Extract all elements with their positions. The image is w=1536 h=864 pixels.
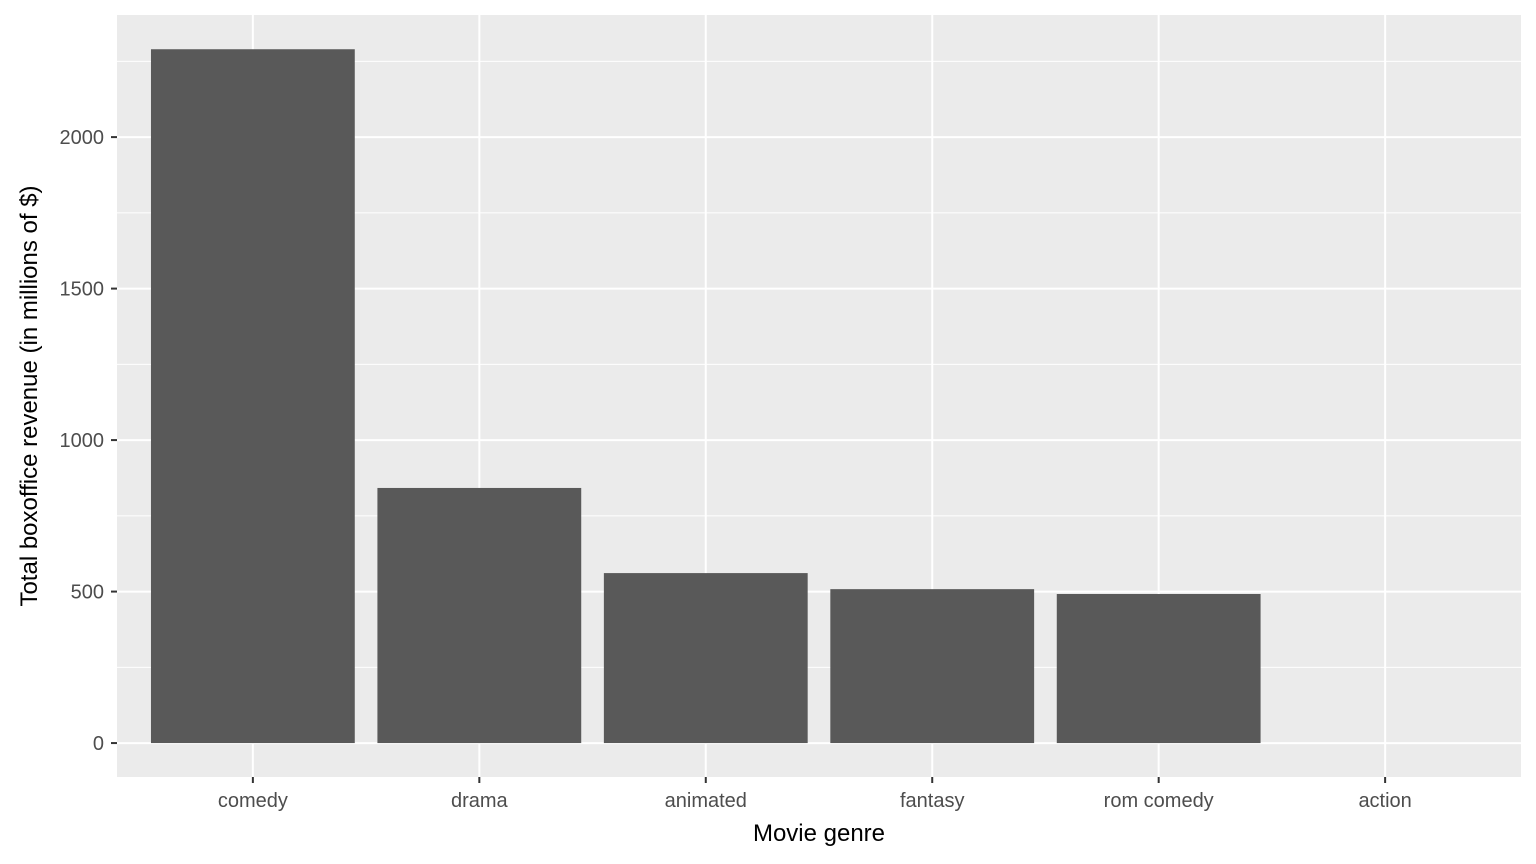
x-tick-label: comedy [218,790,288,812]
x-tick-label: rom comedy [1104,790,1214,812]
x-axis-label: Movie genre [753,820,885,847]
x-tick-label: action [1358,790,1411,812]
y-tick-label: 2000 [60,127,105,149]
x-tick-label: drama [451,790,509,812]
bar-rom-comedy [1056,593,1261,744]
x-tick-label: fantasy [900,790,964,812]
bar-comedy [150,49,355,744]
bar-fantasy [830,589,1035,744]
bar-animated [603,573,808,744]
y-tick-label: 0 [93,733,104,755]
y-axis-label: Total boxoffice revenue (in millions of … [16,185,43,606]
bar-drama [377,487,582,744]
x-tick-label: animated [665,790,747,812]
y-tick-label: 500 [71,582,104,604]
y-tick-label: 1000 [60,430,105,452]
y-tick-label: 1500 [60,279,105,301]
